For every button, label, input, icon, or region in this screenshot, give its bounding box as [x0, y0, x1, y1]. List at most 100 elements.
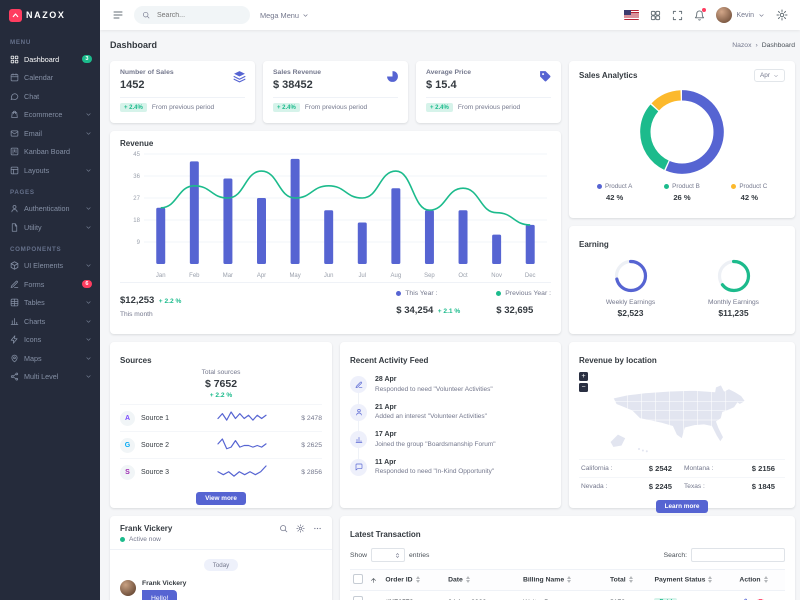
svg-text:18: 18	[133, 218, 140, 224]
column-header-billing-name[interactable]: Billing Name	[519, 569, 607, 591]
sidebar-item-authentication[interactable]: Authentication	[0, 200, 100, 219]
radial-progress	[579, 258, 682, 294]
sidebar-item-maps[interactable]: Maps	[0, 349, 100, 368]
chat-settings-gear-icon[interactable]	[296, 524, 305, 533]
sidebar-item-label: Icons	[24, 335, 42, 345]
total-sources-value: $ 7652	[204, 378, 238, 390]
learn-more-button[interactable]: Learn more	[655, 500, 709, 513]
show-label: Show	[350, 551, 368, 559]
mega-menu-button[interactable]: Mega Menu	[260, 11, 309, 20]
entries-select[interactable]	[371, 548, 406, 562]
bar-chart-icon	[10, 317, 19, 326]
sidebar-item-label: Ecommerce	[24, 110, 63, 120]
chevron-down-icon	[302, 12, 309, 19]
settings-gear-icon[interactable]	[776, 9, 788, 21]
sidebar-item-ui-elements[interactable]: UI Elements	[0, 257, 100, 276]
sidebar-item-multi-level[interactable]: Multi Level	[0, 368, 100, 387]
sidebar-item-label: Charts	[24, 316, 46, 326]
revenue-by-location-title: Revenue by location	[579, 356, 657, 365]
earning-card: Earning Weekly Earnings $2,523 Monthly E…	[569, 226, 795, 334]
user-menu[interactable]: Kevin	[716, 7, 765, 23]
view-more-button[interactable]: View more	[196, 492, 246, 505]
source-amount: $ 2856	[301, 468, 322, 476]
chevron-down-icon	[85, 167, 92, 174]
apps-grid-icon[interactable]	[650, 10, 661, 21]
chevron-down-icon	[758, 12, 765, 19]
notifications-bell-icon[interactable]	[694, 7, 707, 21]
activity-item: 21 Apr Added an interest "Volunteer Acti…	[350, 403, 551, 421]
stat-delta-note: From previous period	[304, 104, 368, 111]
activity-item: 17 Apr Joined the group "Boardsmanship F…	[350, 431, 551, 448]
sidebar-item-layouts[interactable]: Layouts	[0, 161, 100, 180]
sidebar-item-charts[interactable]: Charts	[0, 312, 100, 331]
cell-payment-status: Paid	[651, 590, 737, 600]
column-header-order-id[interactable]: Order ID	[382, 569, 446, 591]
source-row-source-2: G Source 2 $ 2625	[120, 431, 322, 458]
map-zoom-in-button[interactable]: +	[579, 372, 588, 381]
brand-logo[interactable]: NAZOX	[0, 0, 100, 30]
zap-icon	[10, 335, 19, 344]
map-pin-icon	[10, 354, 19, 363]
breadcrumb-root[interactable]: Nazox	[732, 41, 752, 49]
stat-delta-badge: + 2.4%	[120, 103, 147, 112]
table-search-input[interactable]	[691, 548, 785, 562]
chevron-down-icon	[85, 205, 92, 212]
source-logo: A	[120, 410, 135, 426]
row-checkbox[interactable]	[350, 590, 368, 600]
sidebar-item-email[interactable]: Email	[0, 124, 100, 143]
revenue-card: Revenue 9 18 27 36 45 Jan Feb Mar Apr May Jun Jul Au…	[110, 131, 561, 334]
column-header-action[interactable]: Action	[736, 569, 785, 591]
sidebar-item-icons[interactable]: Icons	[0, 331, 100, 350]
stat-delta-badge: + 2.4%	[426, 103, 453, 112]
column-header-total[interactable]: Total	[606, 569, 652, 591]
sidebar-item-calendar[interactable]: Calendar	[0, 69, 100, 88]
sidebar-item-kanban-board[interactable]: Kanban Board	[0, 143, 100, 162]
sidebar-item-dashboard[interactable]: Dashboard 3	[0, 50, 100, 69]
sidebar-item-ecommerce[interactable]: Ecommerce	[0, 106, 100, 125]
legend-percent: 42 %	[740, 192, 758, 202]
column-header-date[interactable]: Date	[445, 569, 520, 591]
sidebar-item-label: Authentication	[24, 204, 70, 214]
revenue-this-year-block: This Year : $ 34,254 + 2.1 %	[396, 290, 461, 316]
sidebar-item-tables[interactable]: Tables	[0, 294, 100, 313]
cell-billing-name: Walter Brown	[519, 590, 607, 600]
sort-column-header[interactable]	[367, 569, 383, 591]
map-zoom-out-button[interactable]: −	[579, 383, 588, 392]
period-select[interactable]: Apr	[754, 69, 785, 82]
sources-card: Sources Total sources $ 7652 + 2.2 % A S…	[110, 342, 332, 508]
language-flag-icon[interactable]	[624, 10, 640, 20]
activity-date: 28 Apr	[375, 376, 397, 383]
menu-toggle-icon[interactable]	[112, 9, 124, 21]
svg-text:Jan: Jan	[156, 273, 166, 279]
total-sources-delta: + 2.2 %	[209, 392, 233, 399]
topbar-search[interactable]	[134, 6, 250, 24]
chevron-down-icon	[85, 224, 92, 231]
earning-value: $11,235	[718, 308, 749, 318]
sidebar-item-label: Email	[24, 128, 42, 138]
chevron-down-icon	[85, 336, 92, 343]
table-search-label: Search:	[663, 551, 687, 559]
earning-value: $2,523	[617, 308, 644, 318]
stat-delta-note: From previous period	[151, 104, 215, 111]
chat-icon	[10, 92, 19, 101]
search-icon	[142, 11, 150, 19]
latest-transaction-title: Latest Transaction	[350, 530, 421, 539]
earning-item-monthly-earnings: Monthly Earnings $11,235	[682, 258, 785, 318]
chat-more-icon[interactable]	[313, 524, 322, 533]
chevron-down-icon	[85, 299, 92, 306]
sidebar-item-utility[interactable]: Utility	[0, 218, 100, 237]
chat-search-icon[interactable]	[279, 524, 288, 533]
usa-map	[609, 384, 746, 453]
fullscreen-icon[interactable]	[672, 10, 683, 21]
select-all-checkbox[interactable]	[350, 569, 368, 591]
calendar-icon	[10, 73, 19, 82]
store-icon	[10, 110, 19, 119]
sidebar-item-chat[interactable]: Chat	[0, 87, 100, 106]
sidebar-item-forms[interactable]: Forms 6	[0, 275, 100, 294]
sidebar-item-label: Calendar	[24, 73, 54, 83]
stat-title: Number of Sales	[120, 69, 174, 76]
activity-text: Added an interest "Volunteer Activities"	[375, 413, 487, 420]
column-header-payment-status[interactable]: Payment Status	[651, 569, 737, 591]
search-input[interactable]	[155, 10, 233, 20]
stat-card-average-price: Average Price $ 15.4 + 2.4% From previous p…	[416, 61, 561, 123]
